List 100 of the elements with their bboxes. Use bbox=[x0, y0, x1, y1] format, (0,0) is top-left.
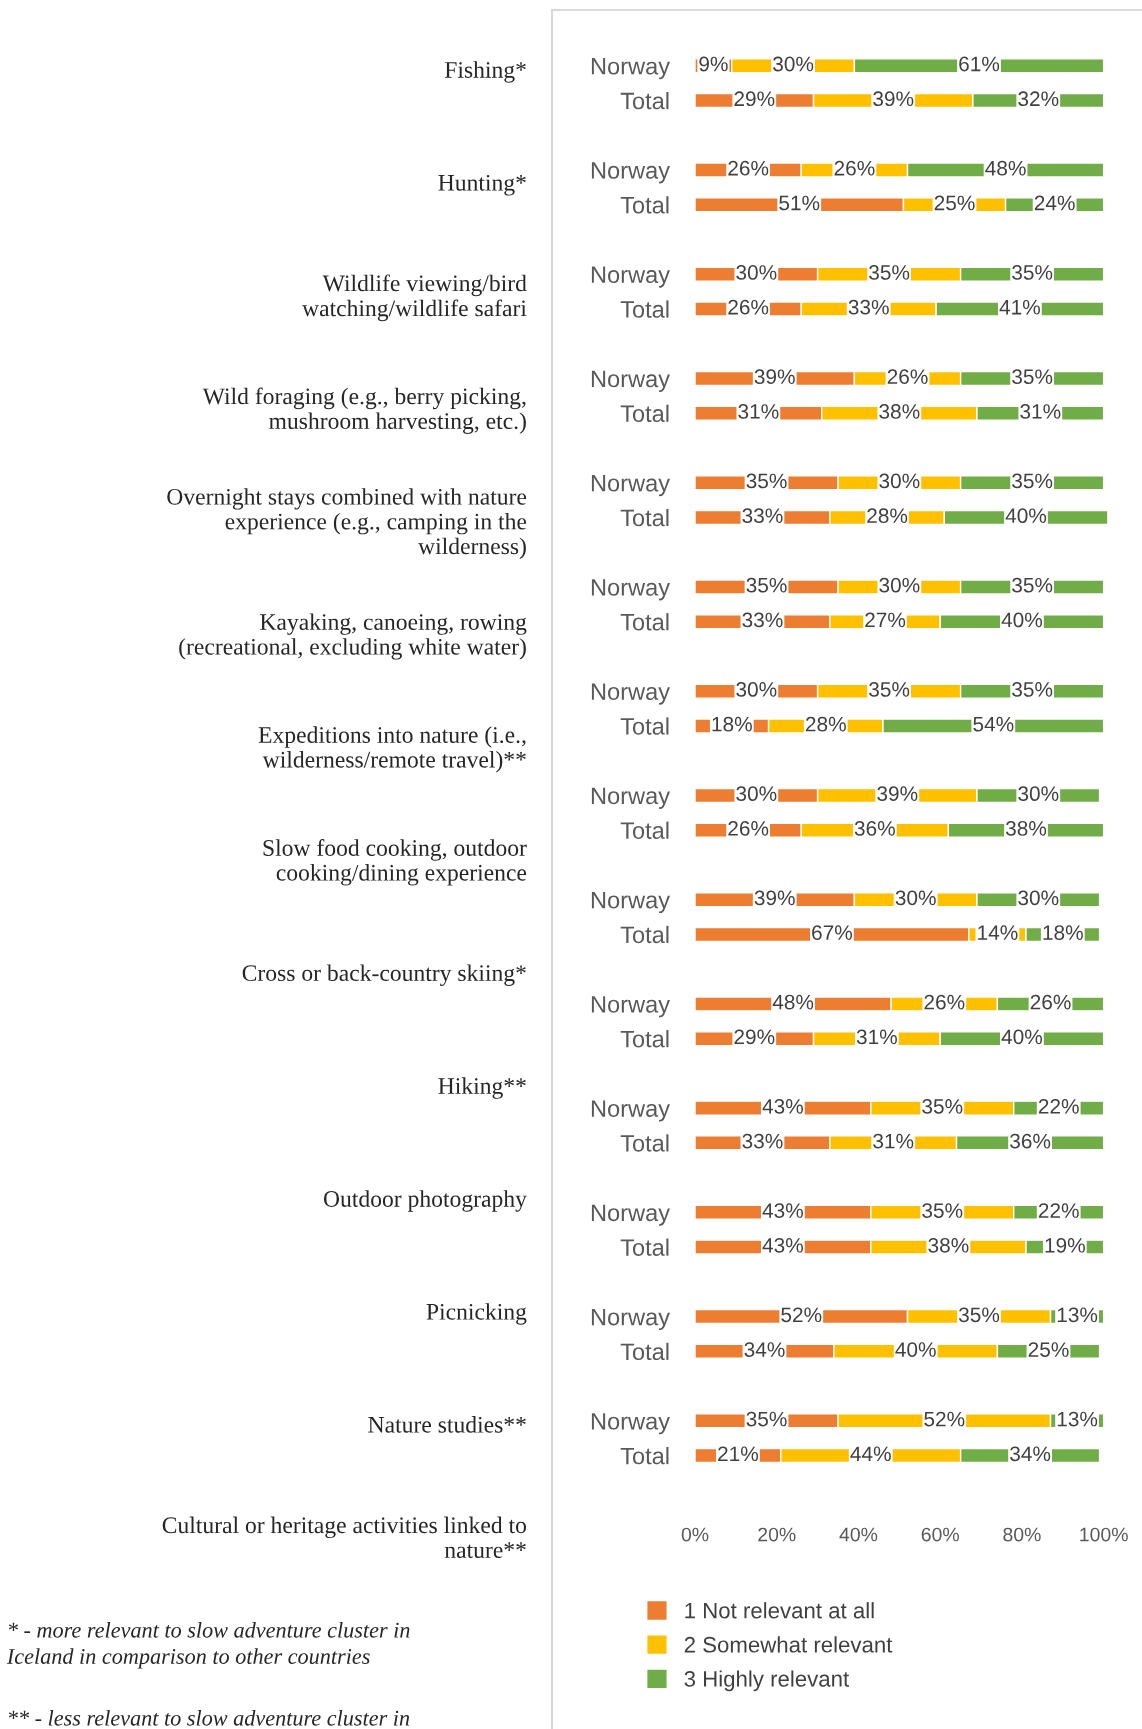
text: Hiking** bbox=[438, 1077, 526, 1099]
data-label: 33% bbox=[742, 1133, 783, 1149]
text: Slow food cooking, outdoor cooking/dining experience bbox=[263, 839, 527, 886]
data-label: 25% bbox=[934, 195, 975, 211]
y-tick-label: Total bbox=[620, 1134, 669, 1152]
data-label: 14% bbox=[978, 925, 1018, 940]
data-label: 36% bbox=[1010, 1133, 1051, 1149]
data-label: 35% bbox=[1012, 577, 1053, 593]
y-tick-label: Total bbox=[620, 1342, 669, 1361]
data-label: 36% bbox=[854, 821, 895, 836]
data-label: 34% bbox=[744, 1342, 785, 1357]
legend-label: 1 Not relevant at all bbox=[685, 1602, 874, 1619]
data-label: 28% bbox=[805, 716, 846, 732]
data-label: 22% bbox=[1038, 1098, 1079, 1114]
data-label: 33% bbox=[742, 612, 783, 628]
text: Picnicking bbox=[426, 1303, 527, 1325]
data-label: 30% bbox=[879, 577, 920, 593]
data-label: 40% bbox=[1001, 612, 1043, 628]
y-tick-label: Norway bbox=[591, 579, 670, 601]
data-label: 30% bbox=[773, 56, 814, 72]
data-label: 38% bbox=[879, 404, 920, 419]
data-label: 35% bbox=[1012, 682, 1053, 697]
x-tick-label: 40% bbox=[839, 1527, 878, 1542]
y-tick-label: Norway bbox=[591, 996, 670, 1018]
y-tick-label: Norway bbox=[591, 266, 670, 288]
y-tick-label: Total bbox=[620, 196, 669, 214]
data-label: 35% bbox=[958, 1307, 1000, 1323]
data-label: 44% bbox=[850, 1446, 891, 1462]
data-label: 39% bbox=[873, 91, 914, 107]
data-label: 32% bbox=[1018, 91, 1059, 107]
data-label: 43% bbox=[762, 1203, 803, 1218]
y-tick-label: Total bbox=[620, 508, 669, 527]
y-tick-label: Total bbox=[620, 613, 669, 631]
data-label: 40% bbox=[1001, 1029, 1043, 1045]
y-tick-label: Norway bbox=[591, 370, 670, 392]
data-label: 41% bbox=[999, 299, 1040, 315]
data-label: 31% bbox=[873, 1133, 914, 1149]
y-tick-label: Total bbox=[620, 1238, 669, 1256]
data-label: 30% bbox=[736, 265, 777, 280]
y-tick-label: Total bbox=[620, 717, 669, 735]
data-label: 35% bbox=[869, 265, 910, 280]
data-label: 26% bbox=[1030, 994, 1071, 1010]
data-label: 51% bbox=[779, 195, 820, 211]
legend-label: 2 Somewhat relevant bbox=[684, 1636, 893, 1653]
data-label: 38% bbox=[1005, 821, 1047, 836]
data-label: 33% bbox=[742, 508, 783, 524]
data-label: 30% bbox=[736, 786, 777, 802]
text: Hunting* bbox=[438, 174, 526, 196]
data-label: 25% bbox=[1028, 1342, 1069, 1357]
data-label: 28% bbox=[867, 508, 908, 524]
data-label: 29% bbox=[734, 91, 775, 107]
y-tick-label: Total bbox=[620, 925, 669, 944]
data-label: 30% bbox=[1018, 786, 1059, 802]
data-label: 24% bbox=[1034, 195, 1075, 211]
data-label: 35% bbox=[746, 1411, 787, 1427]
data-label: 30% bbox=[736, 682, 777, 697]
data-label: 31% bbox=[1020, 404, 1061, 419]
data-label: 30% bbox=[1018, 890, 1059, 906]
data-label: 35% bbox=[922, 1203, 963, 1218]
text: Nature studies** bbox=[368, 1416, 526, 1433]
data-label: 22% bbox=[1038, 1203, 1079, 1218]
data-label: 43% bbox=[762, 1237, 803, 1253]
y-tick-label: Norway bbox=[591, 1413, 670, 1435]
data-label: 26% bbox=[728, 299, 769, 315]
text: Kayaking, canoeing, rowing (recreational, excluding white water) bbox=[179, 613, 527, 660]
y-tick-label: Total bbox=[620, 1447, 669, 1465]
data-label: 13% bbox=[1057, 1411, 1098, 1427]
data-label: 29% bbox=[734, 1029, 775, 1045]
data-label: 27% bbox=[865, 612, 906, 628]
data-label: 48% bbox=[772, 994, 814, 1010]
data-label: 52% bbox=[781, 1307, 822, 1323]
data-label: 54% bbox=[973, 716, 1014, 732]
y-tick-label: Norway bbox=[591, 475, 670, 497]
text: Cultural or heritage activities linked to nature** bbox=[162, 1516, 527, 1558]
data-label: 39% bbox=[754, 890, 795, 906]
text: Expeditions into nature (i.e., wilderness/remote travel)** bbox=[258, 726, 526, 773]
y-tick-label: Norway bbox=[591, 1100, 670, 1122]
data-label: 26% bbox=[834, 160, 875, 176]
data-label: 43% bbox=[762, 1098, 803, 1114]
x-tick-label: 80% bbox=[1003, 1527, 1041, 1542]
x-tick-label: 100% bbox=[1080, 1527, 1128, 1542]
data-label: 38% bbox=[928, 1237, 969, 1253]
data-label: 13% bbox=[1057, 1307, 1098, 1323]
data-label: 26% bbox=[887, 369, 928, 385]
text: * - more relevant to slow adventure cluster in Iceland in comparison to other countries bbox=[6, 1622, 410, 1669]
data-label: 35% bbox=[922, 1098, 963, 1114]
data-label: 67% bbox=[812, 925, 853, 940]
text: Outdoor photography bbox=[323, 1190, 527, 1212]
data-label: 35% bbox=[1012, 369, 1053, 385]
data-label: 35% bbox=[746, 577, 787, 593]
data-label: 30% bbox=[895, 890, 936, 906]
data-label: 26% bbox=[728, 160, 769, 176]
data-label: 35% bbox=[746, 473, 787, 489]
data-label: 21% bbox=[718, 1446, 759, 1462]
y-tick-label: Norway bbox=[591, 162, 670, 184]
text: Wildlife viewing/bird watching/wildlife safari bbox=[302, 274, 527, 322]
y-tick-label: Norway bbox=[591, 891, 670, 914]
data-label: 40% bbox=[1005, 508, 1047, 524]
text: ** - less relevant to slow adventure cluster in bbox=[8, 1710, 410, 1726]
y-tick-label: Norway bbox=[591, 1204, 670, 1226]
